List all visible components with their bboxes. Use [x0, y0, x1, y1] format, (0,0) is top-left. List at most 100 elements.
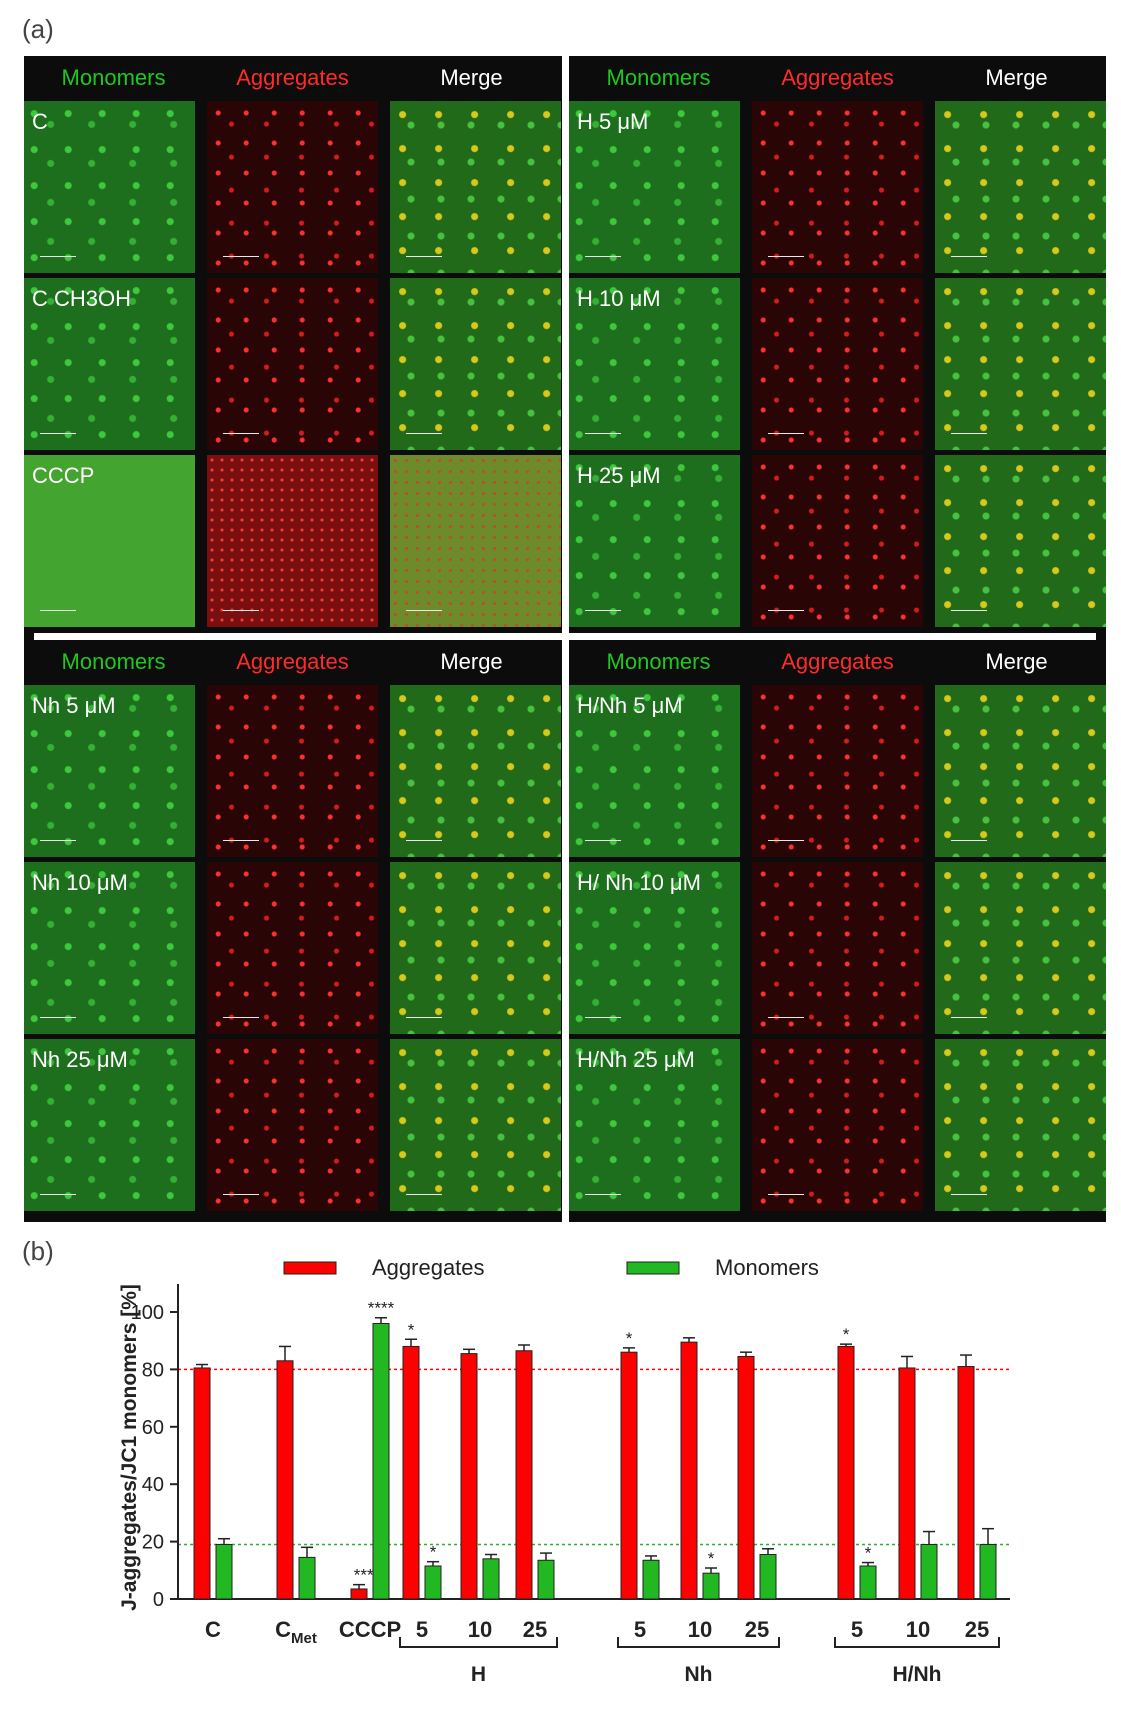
micrograph-aggregates: [752, 101, 923, 273]
header-aggregates: Aggregates: [236, 649, 349, 674]
header-monomers: Monomers: [606, 65, 711, 90]
micrograph-monomers: C: [24, 101, 195, 273]
micrograph-monomers: H/ Nh 10 μM: [569, 862, 740, 1034]
micrograph-monomers: H 25 μM: [569, 455, 740, 627]
significance-label: *: [430, 1543, 437, 1562]
legend-label-aggregates: Aggregates: [372, 1255, 485, 1280]
x-tick-label: 25: [745, 1617, 769, 1642]
header-aggregates: Aggregates: [781, 649, 894, 674]
scale-bar: [40, 433, 76, 434]
scale-bar: [406, 433, 442, 434]
condition-label: H/Nh 25 μM: [577, 1047, 695, 1072]
header-merge: Merge: [440, 65, 503, 90]
micrograph-merge: [390, 1039, 561, 1211]
scale-bar: [768, 433, 804, 434]
group-bracket: [399, 1637, 558, 1648]
scale-bar: [223, 610, 259, 611]
significance-label: *: [865, 1544, 872, 1563]
scale-bar: [951, 610, 987, 611]
scale-bar: [223, 1017, 259, 1018]
scale-bar: [223, 840, 259, 841]
bar-aggregates: [737, 1355, 755, 1600]
micrograph-monomers: Nh 25 μM: [24, 1039, 195, 1211]
micrograph-merge: [935, 862, 1106, 1034]
header-merge: Merge: [985, 65, 1048, 90]
micrograph-aggregates: [752, 455, 923, 627]
scale-bar: [585, 1194, 621, 1195]
bar-monomers: [424, 1565, 442, 1600]
x-tick-label: 25: [965, 1617, 989, 1642]
bar-monomers: [482, 1558, 500, 1600]
scale-bar: [768, 256, 804, 257]
scale-bar: [406, 256, 442, 257]
header-merge: Merge: [440, 649, 503, 674]
scale-bar: [585, 256, 621, 257]
bar-aggregates: [898, 1367, 916, 1600]
micrograph-monomers: Nh 10 μM: [24, 862, 195, 1034]
micrograph-monomers: H 10 μM: [569, 278, 740, 450]
scale-bar: [406, 840, 442, 841]
header-monomers: Monomers: [61, 649, 166, 674]
bar-monomers: [759, 1554, 777, 1600]
scale-bar: [951, 1194, 987, 1195]
scale-bar: [585, 1017, 621, 1018]
scale-bar: [951, 840, 987, 841]
micrograph-monomers: C CH3OH: [24, 278, 195, 450]
bar-monomers: [702, 1572, 720, 1600]
group-bracket: [617, 1637, 780, 1648]
x-tick-label: C: [205, 1617, 221, 1642]
condition-label: H 10 μM: [577, 286, 661, 311]
bar-monomers: [979, 1543, 997, 1600]
bar-monomers: [372, 1322, 390, 1600]
scale-bar: [585, 610, 621, 611]
legend-swatch-monomers: [626, 1261, 680, 1275]
legend-swatch-aggregates: [283, 1261, 337, 1275]
condition-label: H/ Nh 10 μM: [577, 870, 701, 895]
micrograph-aggregates: [207, 1039, 378, 1211]
panel-a-label: (a): [22, 14, 54, 44]
panel-b-label: (b): [22, 1236, 54, 1266]
micrograph-aggregates: [752, 685, 923, 857]
group-bracket: [834, 1637, 1000, 1648]
y-tick-label: 80: [142, 1359, 164, 1381]
micrograph-aggregates: [207, 862, 378, 1034]
scale-bar: [406, 610, 442, 611]
column-headers: Monomers Aggregates Merge: [24, 56, 561, 100]
micrograph-merge: [935, 1039, 1106, 1211]
scale-bar: [951, 1017, 987, 1018]
header-monomers: Monomers: [606, 649, 711, 674]
group-label: Nh: [685, 1663, 713, 1686]
scale-bar: [768, 610, 804, 611]
bar-aggregates: [957, 1366, 975, 1600]
quadrant-h-nh: Monomers Aggregates Merge H/Nh 5 μM H/ Nh 10…: [569, 640, 1106, 1217]
quadrant-nh: Monomers Aggregates Merge Nh 5 μM Nh 10 μM Nh…: [24, 640, 561, 1217]
scale-bar: [40, 610, 76, 611]
micrograph-monomers: CCCP: [24, 455, 195, 627]
micrograph-monomers: H/Nh 5 μM: [569, 685, 740, 857]
bar-aggregates: [620, 1351, 638, 1600]
significance-label: *: [708, 1549, 715, 1568]
x-tick-label: CMet: [275, 1617, 317, 1647]
x-tick-label: 10: [688, 1617, 712, 1642]
x-tick-label: 5: [634, 1617, 646, 1642]
header-monomers: Monomers: [61, 65, 166, 90]
column-headers: Monomers Aggregates Merge: [569, 640, 1106, 684]
micrograph-aggregates: [207, 278, 378, 450]
bar-aggregates: [193, 1367, 211, 1600]
scale-bar: [951, 433, 987, 434]
scale-bar: [223, 256, 259, 257]
x-tick-label: 10: [906, 1617, 930, 1642]
x-tick-label: 10: [468, 1617, 492, 1642]
bar-monomers: [537, 1559, 555, 1600]
header-aggregates: Aggregates: [781, 65, 894, 90]
scale-bar: [768, 840, 804, 841]
bar-aggregates: [515, 1350, 533, 1600]
scale-bar: [768, 1194, 804, 1195]
scale-bar: [223, 433, 259, 434]
bar-aggregates: [837, 1345, 855, 1600]
bar-monomers: [920, 1543, 938, 1600]
bar-monomers: [642, 1559, 660, 1600]
condition-label: CCCP: [32, 463, 95, 488]
micrograph-merge: [390, 685, 561, 857]
